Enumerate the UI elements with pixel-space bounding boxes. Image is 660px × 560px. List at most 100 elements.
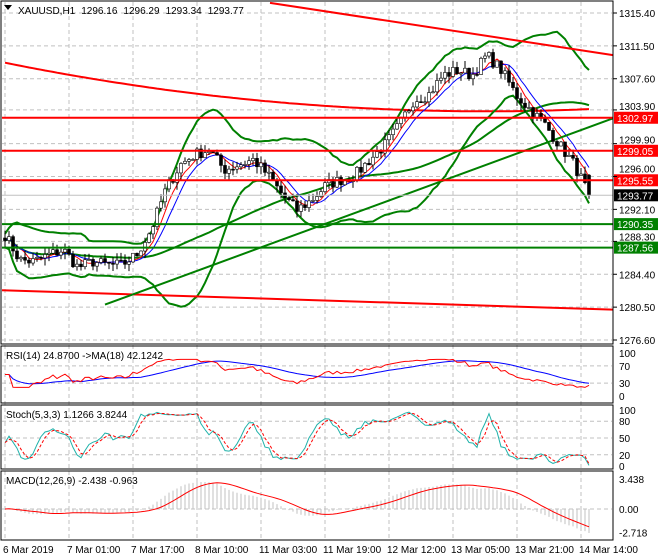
candle-body [87, 259, 91, 261]
candle-body [287, 197, 291, 200]
candle-body [451, 67, 455, 77]
macd-label: MACD(12,26,9) -2.438 -0.963 [6, 476, 138, 487]
candle-body [59, 251, 63, 256]
candle-body [491, 52, 495, 68]
level-price-label: 1302.97 [617, 114, 654, 125]
macd-panel-frame [0, 470, 614, 541]
time-tick-label: 11 Mar 03:00 [259, 545, 318, 556]
time-tick-label: 8 Mar 10:00 [195, 545, 249, 556]
level-price-box [614, 111, 658, 124]
dropdown-triangle-icon[interactable] [4, 5, 12, 10]
candle-body [79, 263, 83, 267]
candle-body [579, 173, 583, 176]
candle-body [503, 70, 507, 74]
candle-body [3, 237, 7, 241]
level-price-box [614, 218, 658, 231]
candle-body [183, 160, 187, 164]
time-tick-label: 12 Mar 12:00 [387, 545, 446, 556]
rsi-panel-frame [0, 345, 614, 404]
panel-frames [0, 0, 614, 541]
stoch-label: Stoch(5,3,3) 1.1266 3.8244 [6, 410, 128, 421]
candle-body [487, 52, 491, 57]
candle-body [267, 171, 271, 174]
candle-body [355, 166, 359, 181]
rsi-tick-label: 0 [619, 392, 625, 403]
candle-body [35, 257, 39, 259]
candle-body [39, 257, 43, 259]
symbol-label: XAUUSD,H1 [18, 6, 76, 17]
candle-body [403, 111, 407, 118]
price-tick-label: 1296.00 [619, 165, 656, 176]
candle-body [115, 259, 119, 265]
candle-body [151, 226, 155, 235]
candle-body [571, 155, 575, 159]
candle-body [11, 236, 15, 252]
rsi-line [5, 358, 590, 388]
candle-body [111, 262, 115, 265]
stoch-tick-label: 0 [619, 462, 625, 473]
candle-body [511, 81, 515, 88]
candle-body [195, 148, 199, 160]
candle-body [67, 249, 71, 255]
candle-body [219, 154, 223, 166]
price-tick-label: 1280.50 [619, 303, 656, 314]
candle-body [555, 141, 559, 147]
time-tick-label: 13 Mar 05:00 [451, 545, 510, 556]
time-tick-label: 7 Mar 17:00 [131, 545, 185, 556]
time-tick-label: 11 Mar 19:00 [323, 545, 382, 556]
candle-body [259, 162, 263, 168]
candle-body [391, 128, 395, 135]
candle-body [271, 171, 275, 181]
candle-body [227, 168, 231, 174]
stoch-tick-label: 20 [619, 451, 631, 462]
current-price-label: 1293.77 [617, 191, 654, 202]
candle-body [119, 259, 123, 262]
candle-body [563, 141, 567, 157]
candle-body [411, 106, 415, 112]
price-tick-label: 1292.10 [619, 205, 656, 216]
candle-body [559, 141, 563, 147]
candle-body [419, 101, 423, 103]
candle-body [91, 259, 95, 267]
candle-body [127, 261, 131, 265]
candle-body [583, 173, 587, 183]
candle-body [507, 70, 511, 83]
candle-body [443, 72, 447, 79]
candle-body [15, 250, 19, 260]
rsi-tick-label: 100 [619, 349, 636, 360]
rsi-label: RSI(14) 24.8700 ->MA(18) 42.1242 [6, 351, 163, 362]
current-price-box [614, 189, 658, 202]
candle-body [75, 263, 79, 268]
grid [2, 2, 612, 540]
trendline [1, 289, 614, 311]
price-tick-label: 1288.30 [619, 232, 656, 243]
candle-body [475, 74, 479, 76]
candle-body [471, 74, 475, 80]
candle-body [551, 130, 555, 142]
price-tick-label: 1311.50 [619, 42, 655, 53]
candle-body [303, 204, 307, 208]
rsi-tick-label: 70 [619, 362, 631, 373]
candle-body [547, 122, 551, 131]
time-tick-label: 14 Mar 14:00 [579, 545, 638, 556]
candle-body [31, 258, 35, 264]
candle-body [483, 55, 487, 59]
candle-body [239, 164, 243, 168]
candle-body [575, 157, 579, 176]
candle-body [467, 67, 471, 80]
candle-body [587, 174, 591, 196]
header: XAUUSD,H1 1296.16 1296.29 1293.34 1293.7… [4, 5, 244, 17]
ohlc-low: 1293.34 [166, 6, 203, 17]
candle-body [123, 259, 127, 265]
main-panel-frame [0, 0, 614, 345]
candle-body [435, 80, 439, 93]
stoch-tick-label: 80 [619, 417, 631, 428]
ma-fast [4, 58, 590, 264]
candle-body [7, 236, 11, 241]
candle-body [395, 123, 399, 130]
price-levels [2, 116, 613, 249]
ohlc-high: 1296.29 [123, 6, 160, 17]
candles [3, 48, 591, 272]
stoch-panel-frame [0, 404, 614, 470]
